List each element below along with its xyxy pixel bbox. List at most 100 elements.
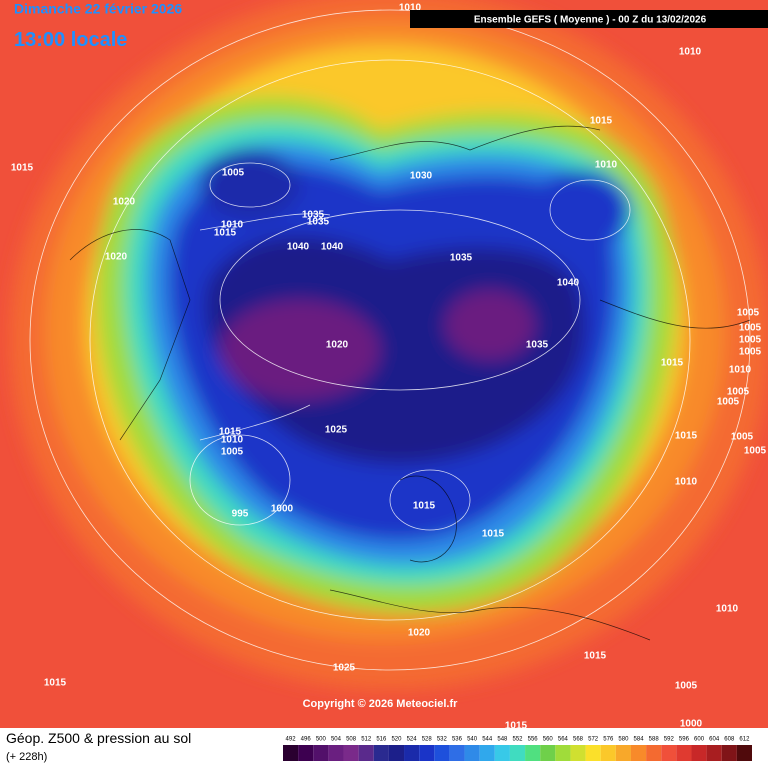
isobar-label: 1005 bbox=[727, 387, 750, 398]
legend-swatch bbox=[676, 745, 692, 761]
isobar-label: 1015 bbox=[584, 651, 607, 662]
legend-tick: 548 bbox=[497, 737, 508, 743]
isobar-label: 1015 bbox=[11, 163, 34, 174]
isobar-label: 1010 bbox=[729, 365, 752, 376]
legend-swatch bbox=[706, 745, 722, 761]
legend-swatch bbox=[373, 745, 389, 761]
legend-swatch bbox=[313, 745, 329, 761]
legend-tick: 576 bbox=[603, 737, 614, 743]
isobar-label: 1015 bbox=[675, 431, 698, 442]
isobar-label: 1010 bbox=[675, 477, 698, 488]
isobar-labels: 1010 1010 1015 1005 1020 1010 1015 1035 1035 1040… bbox=[11, 3, 767, 732]
isobar-label: 1005 bbox=[737, 308, 760, 319]
legend-swatch bbox=[661, 745, 677, 761]
isobar-label: 1005 bbox=[221, 447, 244, 458]
legend-swatch bbox=[449, 745, 465, 761]
isobar-label: 1020 bbox=[326, 340, 349, 351]
isobar-label: 1010 bbox=[399, 3, 422, 14]
legend-tick: 592 bbox=[664, 737, 675, 743]
geopotential-layers bbox=[10, 0, 768, 690]
legend-swatch bbox=[615, 745, 631, 761]
legend-tick: 508 bbox=[346, 737, 357, 743]
legend-swatch bbox=[721, 745, 737, 761]
isobar-label: 1030 bbox=[410, 171, 433, 182]
isobar-label: 1015 bbox=[590, 116, 613, 127]
isobar-label: 1015 bbox=[505, 721, 528, 732]
legend-swatch bbox=[464, 745, 480, 761]
isobar-label: 1015 bbox=[219, 427, 242, 438]
legend-tick: 608 bbox=[724, 737, 735, 743]
legend-swatch bbox=[600, 745, 616, 761]
isobar-label: 1005 bbox=[744, 446, 767, 457]
legend-tick: 588 bbox=[649, 737, 660, 743]
isobar-label: 1010 bbox=[679, 47, 702, 58]
legend-swatch bbox=[404, 745, 420, 761]
legend-tick: 568 bbox=[573, 737, 584, 743]
legend-swatch bbox=[509, 745, 526, 761]
isobar-label: 1000 bbox=[680, 719, 703, 730]
legend-tick: 572 bbox=[588, 737, 599, 743]
isobar-label: 1040 bbox=[287, 242, 310, 253]
isobar-label: 995 bbox=[232, 509, 249, 520]
legend-tick: 496 bbox=[301, 737, 312, 743]
legend-tick: 492 bbox=[286, 737, 297, 743]
model-banner bbox=[410, 10, 768, 28]
legend-tick: 544 bbox=[482, 737, 493, 743]
legend-swatch bbox=[298, 745, 314, 761]
legend-tick: 560 bbox=[543, 737, 554, 743]
legend-tick: 596 bbox=[679, 737, 690, 743]
legend-tick: 524 bbox=[407, 737, 418, 743]
copyright: Copyright © 2026 Meteociel.fr bbox=[303, 698, 459, 710]
isobar-label: 1000 bbox=[271, 504, 294, 515]
isobar-label: 1010 bbox=[595, 160, 618, 171]
legend-tick: 528 bbox=[422, 737, 433, 743]
legend-swatch bbox=[646, 745, 662, 761]
legend-tick: 556 bbox=[528, 737, 539, 743]
legend-tick: 564 bbox=[558, 737, 569, 743]
legend-swatch bbox=[494, 745, 510, 761]
legend-swatch bbox=[555, 745, 571, 761]
time: 13:00 locale bbox=[14, 29, 127, 51]
isobar-label: 1025 bbox=[333, 663, 356, 674]
legend-swatch bbox=[736, 745, 752, 761]
model-info: Ensemble GEFS ( Moyenne ) - 00 Z du 13/0… bbox=[474, 15, 707, 26]
legend-tick: 516 bbox=[376, 737, 387, 743]
isobar-label: 1005 bbox=[731, 432, 754, 443]
isobar-label: 1035 bbox=[526, 340, 549, 351]
isobar-label: 1035 bbox=[450, 253, 473, 264]
date: Dimanche 22 février 2026 bbox=[14, 1, 182, 17]
legend-swatch bbox=[434, 745, 450, 761]
coastlines bbox=[69, 125, 751, 641]
legend-tick: 500 bbox=[316, 737, 327, 743]
isobar-label: 1015 bbox=[413, 501, 436, 512]
legend-swatch bbox=[419, 745, 435, 761]
legend-tick: 584 bbox=[634, 737, 645, 743]
isobar-label: 1040 bbox=[557, 278, 580, 289]
isobar-label: 1005 bbox=[739, 323, 762, 334]
legend-tick: 604 bbox=[709, 737, 720, 743]
legend-swatch bbox=[585, 745, 601, 761]
isobar-label: 1020 bbox=[408, 628, 431, 639]
legend-swatch bbox=[525, 745, 541, 761]
isobar-label: 1010 bbox=[716, 604, 739, 615]
legend-swatch bbox=[540, 745, 556, 761]
legend-tick: 552 bbox=[512, 737, 523, 743]
legend-swatch bbox=[388, 745, 405, 761]
footer-lead: (+ 228h) bbox=[6, 751, 47, 763]
isobar-label: 1005 bbox=[739, 347, 762, 358]
legend-swatch bbox=[283, 745, 299, 761]
legend-swatch bbox=[570, 745, 586, 761]
isobar-label: 1005 bbox=[739, 335, 762, 346]
legend-tick: 520 bbox=[391, 737, 402, 743]
footer-title: Géop. Z500 & pression au sol bbox=[6, 730, 191, 746]
isobar-label: 1015 bbox=[482, 529, 505, 540]
legend-swatch bbox=[328, 745, 344, 761]
legend-tick: 536 bbox=[452, 737, 463, 743]
isobar-label: 1020 bbox=[113, 197, 136, 208]
field: 1010 1010 1015 1005 1020 1010 1015 1035 1035 1040… bbox=[0, 0, 768, 732]
isobar-label: 1015 bbox=[214, 228, 237, 239]
legend-tick: 540 bbox=[467, 737, 478, 743]
legend-swatch bbox=[358, 745, 374, 761]
